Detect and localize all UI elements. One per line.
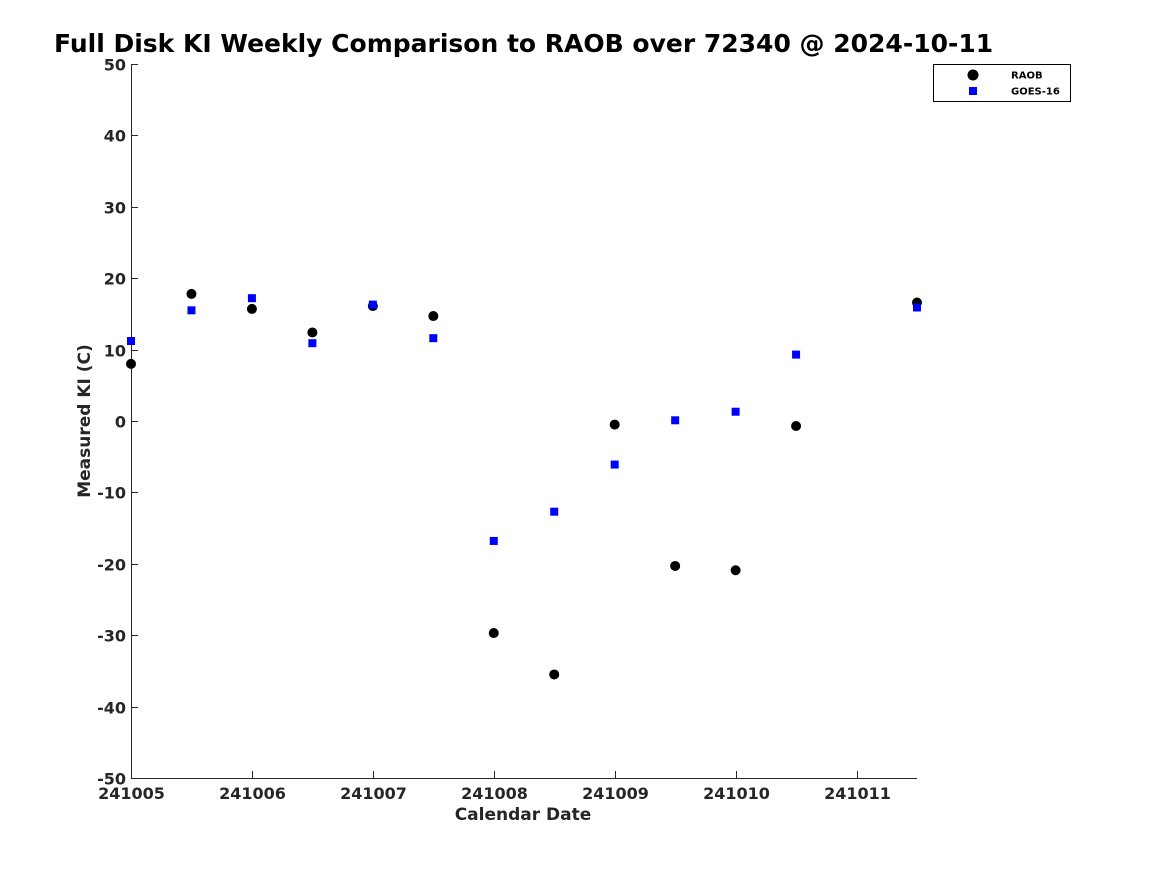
chart-title: Full Disk KI Weekly Comparison to RAOB o… <box>54 29 993 58</box>
y-tick-label: -50 <box>97 770 126 789</box>
y-ticks: 50 40 30 20 10 0 -10 -20 -30 -40 -50 <box>97 56 138 789</box>
y-tick-label: 40 <box>104 127 126 146</box>
y-tick-label: -20 <box>97 556 126 575</box>
point-raob <box>488 628 499 639</box>
x-axis-label: Calendar Date <box>455 805 592 825</box>
y-tick-label: 20 <box>104 270 126 289</box>
point-goes16 <box>489 536 498 545</box>
point-goes16 <box>247 294 256 303</box>
y-tick-label: 0 <box>115 413 126 432</box>
point-goes16 <box>127 337 135 346</box>
point-goes16 <box>792 350 801 359</box>
point-raob <box>246 303 257 314</box>
point-raob <box>730 565 741 576</box>
x-tick-label: 241008 <box>461 784 528 803</box>
data-markers <box>126 288 922 680</box>
y-axis-label: Measured KI (C) <box>75 344 95 498</box>
point-goes16 <box>368 300 377 309</box>
y-tick-label: -10 <box>97 484 126 503</box>
x-tick-label: 241011 <box>824 784 891 803</box>
point-goes16 <box>913 303 921 312</box>
x-tick-label: 241005 <box>98 784 165 803</box>
legend-marker-goes16 <box>969 87 977 95</box>
point-raob <box>186 288 197 299</box>
point-raob <box>126 358 136 369</box>
legend: RAOB GOES-16 <box>933 64 1071 102</box>
point-raob <box>670 560 681 571</box>
point-raob <box>428 311 439 322</box>
x-ticks: 241005 241006 241007 241008 241009 241010 2410… <box>98 771 891 803</box>
x-tick-label: 241010 <box>703 784 770 803</box>
point-goes16 <box>671 416 680 425</box>
x-tick-label: 241007 <box>340 784 407 803</box>
point-goes16 <box>308 339 317 348</box>
y-tick-label: -40 <box>97 699 126 718</box>
y-tick-label: 50 <box>104 56 126 75</box>
point-raob <box>609 419 620 430</box>
point-goes16 <box>429 334 438 343</box>
point-goes16 <box>731 407 740 416</box>
point-goes16 <box>187 306 196 315</box>
point-goes16 <box>610 460 619 469</box>
point-raob <box>549 669 560 680</box>
point-raob <box>307 327 318 338</box>
legend-label-goes16: GOES-16 <box>1011 87 1060 98</box>
y-tick-label: 30 <box>104 199 126 218</box>
point-raob <box>791 420 802 431</box>
x-tick-label: 241006 <box>219 784 286 803</box>
point-goes16 <box>550 507 559 516</box>
legend-box <box>933 64 1071 102</box>
legend-marker-raob <box>967 69 979 81</box>
legend-label-raob: RAOB <box>1011 71 1043 82</box>
y-tick-label: -30 <box>97 627 126 646</box>
y-tick-label: 10 <box>104 342 126 361</box>
x-tick-label: 241009 <box>582 784 649 803</box>
